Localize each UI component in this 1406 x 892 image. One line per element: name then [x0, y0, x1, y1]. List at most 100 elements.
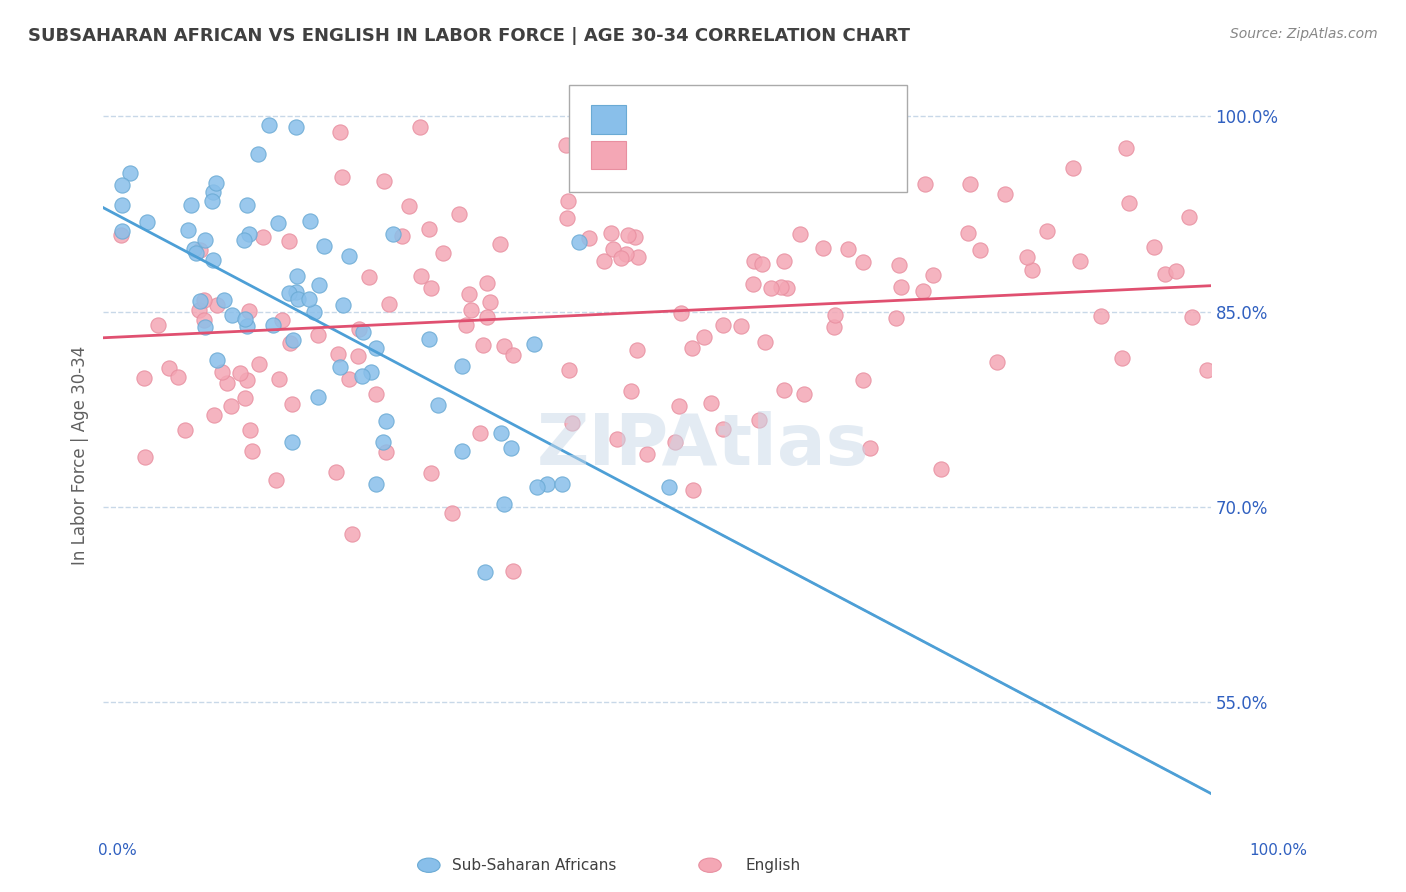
- Sub-Saharan Africans: [111, 178, 134, 192]
- English: [326, 347, 349, 361]
- Sub-Saharan Africans: [257, 118, 280, 132]
- English: [824, 308, 846, 322]
- English: [233, 391, 256, 405]
- Sub-Saharan Africans: [232, 234, 254, 248]
- Text: -0.395: -0.395: [668, 110, 727, 128]
- English: [409, 269, 432, 284]
- English: [557, 194, 579, 208]
- English: [240, 444, 263, 458]
- Sub-Saharan Africans: [110, 224, 132, 238]
- English: [366, 387, 388, 401]
- English: [229, 367, 252, 381]
- English: [188, 302, 211, 317]
- Sub-Saharan Africans: [329, 360, 352, 375]
- English: [134, 370, 156, 384]
- English: [219, 399, 242, 413]
- English: [373, 174, 395, 188]
- English: [502, 348, 524, 362]
- English: [599, 226, 621, 240]
- English: [783, 96, 806, 111]
- English: [789, 227, 811, 241]
- Sub-Saharan Africans: [194, 233, 217, 247]
- Text: R =: R =: [631, 145, 668, 163]
- English: [578, 231, 600, 245]
- English: [561, 416, 583, 430]
- English: [700, 395, 723, 409]
- English: [202, 408, 225, 422]
- English: [730, 319, 752, 334]
- English: [418, 222, 440, 236]
- English: [378, 297, 401, 311]
- English: [1154, 267, 1177, 281]
- English: [134, 450, 156, 464]
- Sub-Saharan Africans: [263, 318, 285, 332]
- Sub-Saharan Africans: [285, 120, 308, 134]
- English: [1143, 239, 1166, 253]
- English: [747, 412, 769, 426]
- Sub-Saharan Africans: [201, 185, 224, 199]
- Sub-Saharan Africans: [450, 359, 472, 373]
- English: [914, 177, 936, 191]
- English: [627, 250, 650, 264]
- English: [252, 229, 274, 244]
- Sub-Saharan Africans: [451, 444, 474, 458]
- English: [610, 251, 633, 265]
- English: [742, 254, 765, 268]
- English: [502, 564, 524, 578]
- Text: 144: 144: [766, 145, 801, 163]
- English: [271, 313, 294, 327]
- English: [986, 355, 1008, 369]
- English: [264, 474, 287, 488]
- English: [347, 349, 370, 363]
- English: [889, 259, 911, 273]
- English: [912, 284, 935, 298]
- English: [440, 506, 463, 520]
- English: [408, 120, 430, 135]
- English: [616, 228, 638, 243]
- Text: 0.084: 0.084: [668, 145, 720, 163]
- English: [761, 281, 783, 295]
- Sub-Saharan Africans: [308, 278, 330, 293]
- English: [858, 442, 880, 456]
- English: [772, 254, 794, 268]
- Sub-Saharan Africans: [337, 249, 360, 263]
- Sub-Saharan Africans: [212, 293, 235, 307]
- English: [193, 313, 215, 327]
- English: [470, 426, 492, 441]
- English: [447, 207, 470, 221]
- English: [419, 280, 441, 294]
- English: [239, 424, 262, 438]
- Sub-Saharan Africans: [523, 336, 546, 351]
- Sub-Saharan Africans: [312, 239, 335, 253]
- Sub-Saharan Africans: [281, 333, 304, 347]
- Sub-Saharan Africans: [307, 391, 329, 405]
- Sub-Saharan Africans: [183, 242, 205, 256]
- Sub-Saharan Africans: [298, 213, 321, 227]
- English: [623, 230, 645, 244]
- Sub-Saharan Africans: [382, 227, 405, 241]
- English: [636, 447, 658, 461]
- English: [851, 164, 873, 178]
- English: [692, 330, 714, 344]
- Text: Source: ZipAtlas.com: Source: ZipAtlas.com: [1230, 27, 1378, 41]
- English: [921, 268, 943, 282]
- Sub-Saharan Africans: [177, 222, 200, 236]
- English: [776, 281, 799, 295]
- English: [1118, 195, 1140, 210]
- Sub-Saharan Africans: [136, 215, 159, 229]
- English: [432, 245, 454, 260]
- Sub-Saharan Africans: [184, 246, 207, 260]
- Sub-Saharan Africans: [360, 365, 382, 379]
- Sub-Saharan Africans: [352, 326, 374, 340]
- English: [280, 397, 302, 411]
- English: [890, 279, 912, 293]
- English: [693, 132, 716, 146]
- Sub-Saharan Africans: [550, 477, 572, 491]
- English: [205, 297, 228, 311]
- Sub-Saharan Africans: [205, 353, 228, 368]
- English: [751, 257, 773, 271]
- Sub-Saharan Africans: [568, 235, 591, 249]
- English: [454, 318, 477, 332]
- English: [614, 246, 637, 260]
- English: [602, 242, 624, 256]
